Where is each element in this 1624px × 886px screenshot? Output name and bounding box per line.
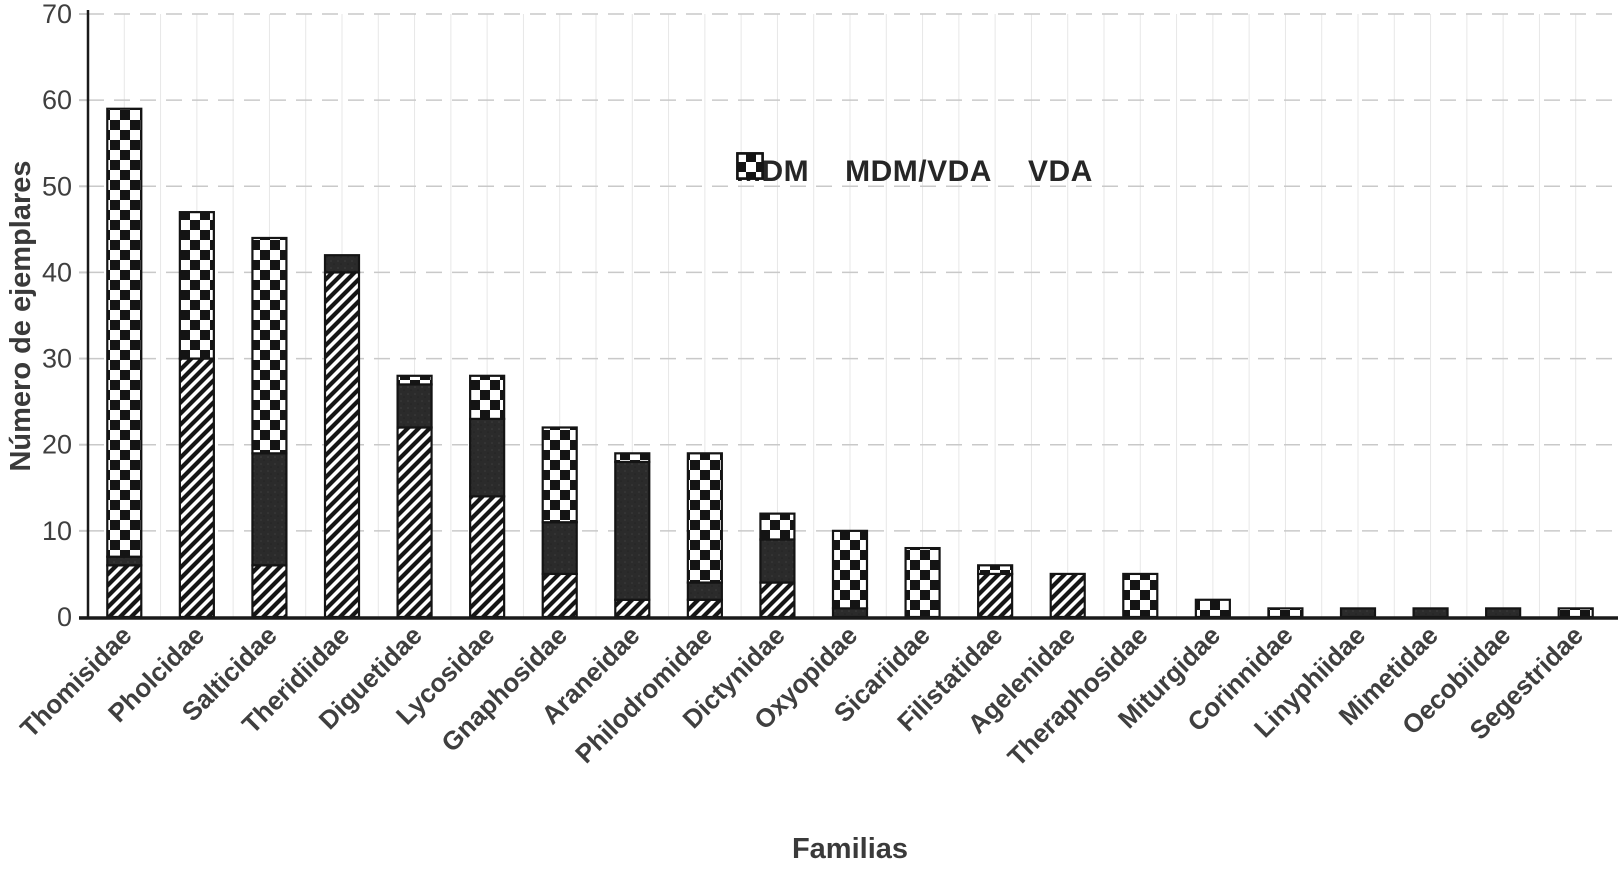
- segment-VDA-Sicariidae: [904, 546, 941, 619]
- bar-Corinnidae: [1267, 607, 1304, 619]
- segment-VDA-Dictynidae: [759, 512, 796, 541]
- segment-MDM/VDA-Mimetidae: [1412, 607, 1449, 619]
- segment-VDA-Corinnidae: [1267, 607, 1304, 619]
- segment-MDM/VDA-Theridiidae: [323, 254, 361, 274]
- segment-MDM-Gnaphosidae: [541, 572, 578, 619]
- segment-VDA-Diguetidae: [396, 374, 433, 386]
- segment-MDM/VDA-Diguetidae: [396, 383, 433, 429]
- y-tick-label: 10: [42, 516, 72, 546]
- legend-item-MDM-VDA: MDM/VDA: [736, 152, 992, 189]
- x-category-label: Gnaphosidae: [435, 620, 573, 758]
- segment-MDM-Diguetidae: [396, 426, 433, 619]
- segment-VDA-Miturgidae: [1194, 598, 1231, 619]
- segment-VDA-Oxyopidae: [831, 529, 869, 610]
- segment-VDA-Salticidae: [251, 236, 288, 455]
- segment-MDM-Agelenidae: [1049, 572, 1086, 619]
- segment-MDM-Araneidae: [614, 598, 651, 619]
- segment-MDM-Philodromidae: [686, 598, 723, 619]
- segment-MDM/VDA-Dictynidae: [759, 538, 796, 584]
- bar-Diguetidae: [396, 374, 433, 619]
- segment-MDM-Dictynidae: [759, 581, 796, 619]
- segment-VDA-Philodromidae: [686, 452, 723, 584]
- segment-VDA-Gnaphosidae: [541, 426, 578, 524]
- segment-MDM-Filistatidae: [977, 572, 1014, 619]
- segment-MDM/VDA-Araneidae: [614, 460, 651, 601]
- legend-label: VDA: [1027, 155, 1093, 188]
- segment-MDM-Lycosidae: [469, 495, 506, 619]
- legend: MDM MDM/VDA VDA: [736, 152, 1093, 192]
- bar-Sicariidae: [904, 546, 941, 619]
- segment-VDA-Theraphosidae: [1122, 572, 1159, 619]
- axes: [79, 10, 1618, 620]
- x-axis-title: Familias: [792, 833, 908, 865]
- segment-MDM-Theridiidae: [323, 271, 361, 619]
- segment-MDM/VDA-Philodromidae: [686, 581, 723, 601]
- bar-Theraphosidae: [1122, 572, 1159, 619]
- bar-Linyphiidae: [1339, 607, 1377, 619]
- bar-Oecobiidae: [1485, 607, 1522, 619]
- y-tick-label: 30: [42, 344, 72, 374]
- bar-Salticidae: [251, 236, 288, 619]
- y-axis-title: Número de ejemplares: [5, 160, 37, 471]
- legend-swatch-checker: [736, 152, 764, 180]
- bar-Oxyopidae: [831, 529, 869, 619]
- bar-Theridiidae: [323, 254, 361, 619]
- segment-MDM/VDA-Linyphiidae: [1339, 607, 1377, 619]
- segment-VDA-Filistatidae: [977, 564, 1014, 576]
- y-tick-label: 40: [42, 257, 72, 287]
- bar-Miturgidae: [1194, 598, 1231, 619]
- segment-MDM/VDA-Oxyopidae: [831, 607, 869, 619]
- segment-MDM/VDA-Thomisidae: [106, 555, 143, 567]
- segment-VDA-Thomisidae: [106, 107, 143, 558]
- segment-VDA-Pholcidae: [178, 211, 215, 360]
- bar-Mimetidae: [1412, 607, 1449, 619]
- segment-MDM-Salticidae: [251, 564, 288, 619]
- segment-VDA-Lycosidae: [469, 374, 506, 420]
- bar-Thomisidae: [106, 107, 143, 619]
- bars: [106, 107, 1594, 619]
- y-tick-label: 0: [57, 602, 72, 632]
- bar-Dictynidae: [759, 512, 796, 619]
- bar-Filistatidae: [977, 564, 1014, 619]
- segment-MDM/VDA-Oecobiidae: [1485, 607, 1522, 619]
- y-tick-label: 50: [42, 171, 72, 201]
- segment-MDM/VDA-Salticidae: [251, 452, 288, 567]
- bar-Araneidae: [614, 452, 651, 619]
- bar-Agelenidae: [1049, 572, 1086, 619]
- segment-MDM/VDA-Lycosidae: [469, 417, 506, 498]
- y-tick-label: 60: [42, 85, 72, 115]
- y-tick-label: 20: [42, 430, 72, 460]
- y-tick-label: 70: [42, 0, 72, 29]
- bar-Segestridae: [1557, 607, 1594, 619]
- bar-Gnaphosidae: [541, 426, 578, 619]
- bar-Philodromidae: [686, 452, 723, 619]
- segment-MDM/VDA-Gnaphosidae: [541, 521, 578, 576]
- segment-MDM-Thomisidae: [106, 564, 143, 619]
- bar-Pholcidae: [178, 211, 215, 619]
- segment-VDA-Araneidae: [614, 452, 651, 464]
- legend-label: MDM/VDA: [845, 155, 992, 188]
- bar-Lycosidae: [469, 374, 506, 619]
- segment-MDM-Pholcidae: [178, 357, 215, 619]
- axis-tick-labels: 010203040506070ThomisidaePholcidaeSaltic…: [14, 0, 1589, 772]
- gridlines: [79, 13, 1612, 618]
- legend-item-VDA: VDA: [736, 152, 1093, 189]
- segment-VDA-Segestridae: [1557, 607, 1594, 619]
